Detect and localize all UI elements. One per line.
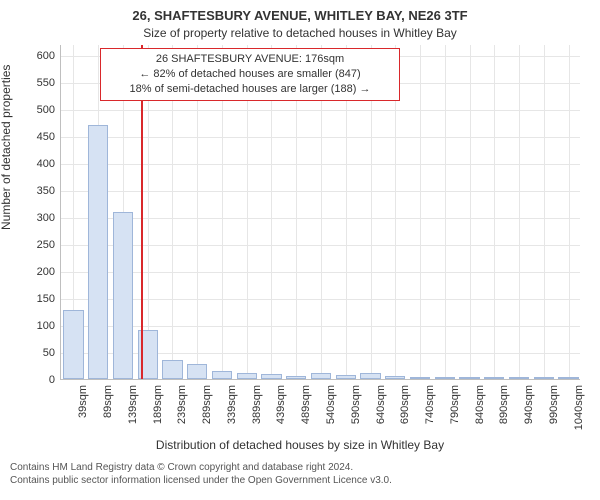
histogram-bar bbox=[385, 376, 405, 379]
chart-title-main: 26, SHAFTESBURY AVENUE, WHITLEY BAY, NE2… bbox=[0, 8, 600, 23]
histogram-bar bbox=[286, 376, 306, 379]
x-tick-label: 940sqm bbox=[523, 385, 535, 424]
x-tick-label: 590sqm bbox=[350, 385, 362, 424]
x-tick-label: 339sqm bbox=[226, 385, 238, 424]
histogram-bar bbox=[410, 377, 430, 379]
y-tick-label: 550 bbox=[37, 77, 61, 89]
y-tick-label: 400 bbox=[37, 158, 61, 170]
histogram-bar bbox=[187, 364, 207, 379]
callout-line-1: 26 SHAFTESBURY AVENUE: 176sqm bbox=[109, 52, 391, 67]
histogram-bar bbox=[212, 371, 232, 379]
gridline-v bbox=[544, 45, 545, 379]
y-axis-label: Number of detached properties bbox=[0, 65, 13, 230]
callout-line-3: 18% of semi-detached houses are larger (… bbox=[109, 82, 391, 97]
gridline-v bbox=[519, 45, 520, 379]
histogram-bar bbox=[261, 374, 281, 379]
x-tick-label: 239sqm bbox=[176, 385, 188, 424]
y-tick-label: 200 bbox=[37, 266, 61, 278]
attribution: Contains HM Land Registry data © Crown c… bbox=[10, 462, 392, 487]
x-tick-label: 39sqm bbox=[77, 385, 89, 418]
x-tick-label: 289sqm bbox=[201, 385, 213, 424]
histogram-bar bbox=[558, 377, 578, 379]
attribution-line-2: Contains public sector information licen… bbox=[10, 475, 392, 488]
chart-title-sub: Size of property relative to detached ho… bbox=[0, 26, 600, 40]
x-tick-label: 1040sqm bbox=[573, 385, 585, 430]
gridline-v bbox=[445, 45, 446, 379]
x-tick-label: 540sqm bbox=[325, 385, 337, 424]
x-tick-label: 840sqm bbox=[474, 385, 486, 424]
y-tick-label: 300 bbox=[37, 212, 61, 224]
histogram-bar bbox=[484, 377, 504, 379]
x-tick-label: 740sqm bbox=[424, 385, 436, 424]
histogram-bar bbox=[534, 377, 554, 379]
x-tick-label: 790sqm bbox=[449, 385, 461, 424]
y-tick-label: 450 bbox=[37, 131, 61, 143]
y-tick-label: 500 bbox=[37, 104, 61, 116]
x-tick-label: 139sqm bbox=[127, 385, 139, 424]
histogram-bar bbox=[237, 373, 257, 379]
x-axis-label: Distribution of detached houses by size … bbox=[0, 438, 600, 452]
histogram-bar bbox=[336, 375, 356, 379]
histogram-bar bbox=[63, 310, 83, 379]
histogram-bar bbox=[162, 360, 182, 379]
gridline-v bbox=[420, 45, 421, 379]
histogram-bar bbox=[435, 377, 455, 379]
y-tick-label: 100 bbox=[37, 320, 61, 332]
x-tick-label: 890sqm bbox=[498, 385, 510, 424]
x-tick-label: 990sqm bbox=[548, 385, 560, 424]
y-tick-label: 150 bbox=[37, 293, 61, 305]
property-callout: 26 SHAFTESBURY AVENUE: 176sqm ← 82% of d… bbox=[100, 48, 400, 101]
gridline-v bbox=[494, 45, 495, 379]
x-tick-label: 189sqm bbox=[152, 385, 164, 424]
attribution-line-1: Contains HM Land Registry data © Crown c… bbox=[10, 462, 392, 475]
y-tick-label: 50 bbox=[43, 347, 61, 359]
y-tick-label: 250 bbox=[37, 239, 61, 251]
y-tick-label: 350 bbox=[37, 185, 61, 197]
x-tick-label: 489sqm bbox=[300, 385, 312, 424]
histogram-bar bbox=[88, 125, 108, 379]
y-tick-label: 600 bbox=[37, 50, 61, 62]
gridline-v bbox=[569, 45, 570, 379]
histogram-bar bbox=[459, 377, 479, 379]
x-tick-label: 389sqm bbox=[251, 385, 263, 424]
x-tick-label: 640sqm bbox=[375, 385, 387, 424]
histogram-bar bbox=[360, 373, 380, 379]
y-tick-label: 0 bbox=[49, 374, 61, 386]
callout-line-2: ← 82% of detached houses are smaller (84… bbox=[109, 67, 391, 82]
chart-container: 26, SHAFTESBURY AVENUE, WHITLEY BAY, NE2… bbox=[0, 0, 600, 500]
histogram-bar bbox=[311, 373, 331, 379]
histogram-bar bbox=[509, 377, 529, 379]
x-tick-label: 89sqm bbox=[102, 385, 114, 418]
x-tick-label: 439sqm bbox=[275, 385, 287, 424]
histogram-bar bbox=[113, 212, 133, 380]
gridline-v bbox=[470, 45, 471, 379]
x-tick-label: 690sqm bbox=[399, 385, 411, 424]
